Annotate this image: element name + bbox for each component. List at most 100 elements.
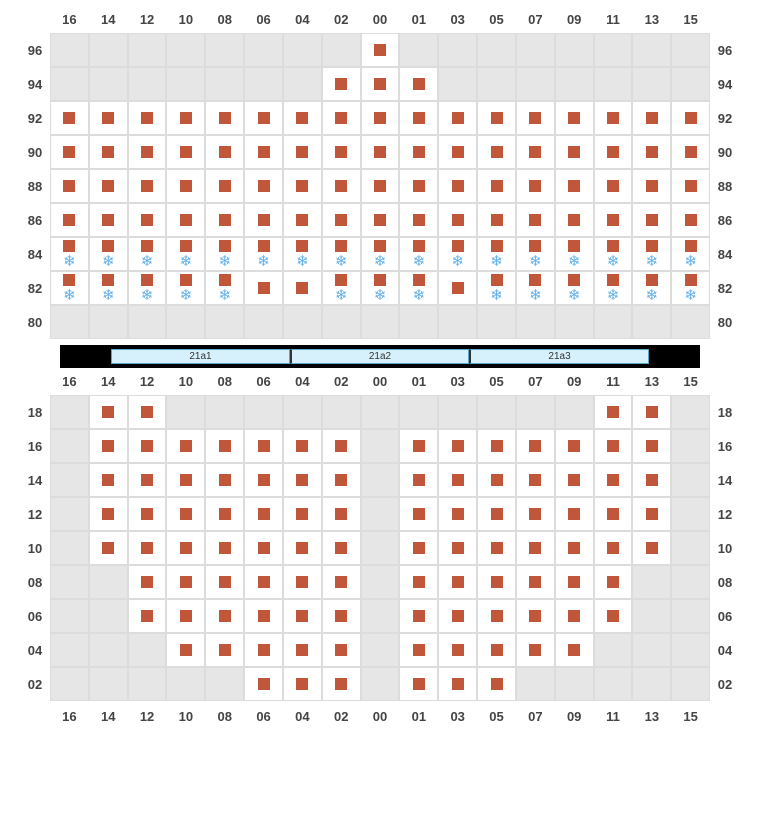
seat-cell[interactable]: ❄ (516, 237, 555, 271)
seat-cell[interactable] (283, 667, 322, 701)
seat-cell[interactable]: ❄ (399, 237, 438, 271)
seat-cell[interactable] (477, 429, 516, 463)
seat-cell[interactable] (516, 497, 555, 531)
seat-cell[interactable]: ❄ (50, 237, 89, 271)
seat-cell[interactable] (555, 599, 594, 633)
seat-cell[interactable] (244, 463, 283, 497)
seat-cell[interactable] (244, 633, 283, 667)
seat-cell[interactable] (244, 599, 283, 633)
seat-cell[interactable] (244, 169, 283, 203)
seat-cell[interactable] (477, 599, 516, 633)
seat-cell[interactable] (283, 101, 322, 135)
seat-cell[interactable] (399, 599, 438, 633)
seat-cell[interactable] (438, 135, 477, 169)
seat-cell[interactable] (438, 633, 477, 667)
seat-cell[interactable] (89, 169, 128, 203)
seat-cell[interactable] (244, 203, 283, 237)
seat-cell[interactable] (322, 633, 361, 667)
seat-cell[interactable] (128, 497, 167, 531)
seat-cell[interactable] (632, 395, 671, 429)
seat-cell[interactable] (477, 101, 516, 135)
seat-cell[interactable] (322, 565, 361, 599)
seat-cell[interactable]: ❄ (477, 237, 516, 271)
seat-cell[interactable] (555, 565, 594, 599)
seat-cell[interactable] (516, 599, 555, 633)
seat-cell[interactable] (438, 271, 477, 305)
seat-cell[interactable] (244, 101, 283, 135)
seat-cell[interactable] (128, 565, 167, 599)
seat-cell[interactable] (594, 169, 633, 203)
seat-cell[interactable] (632, 429, 671, 463)
seat-cell[interactable] (361, 101, 400, 135)
seat-cell[interactable] (244, 531, 283, 565)
seat-cell[interactable] (399, 135, 438, 169)
seat-cell[interactable] (50, 203, 89, 237)
seat-cell[interactable] (361, 33, 400, 67)
seat-cell[interactable] (399, 203, 438, 237)
seat-cell[interactable]: ❄ (166, 237, 205, 271)
seat-cell[interactable] (166, 565, 205, 599)
seat-cell[interactable] (594, 135, 633, 169)
seat-cell[interactable] (477, 203, 516, 237)
seat-cell[interactable] (283, 169, 322, 203)
seat-cell[interactable] (594, 429, 633, 463)
seat-cell[interactable] (477, 531, 516, 565)
seat-cell[interactable] (244, 497, 283, 531)
seat-cell[interactable] (205, 135, 244, 169)
seat-cell[interactable] (50, 169, 89, 203)
seat-cell[interactable] (128, 463, 167, 497)
seat-cell[interactable] (632, 463, 671, 497)
seat-cell[interactable] (89, 135, 128, 169)
seat-cell[interactable] (555, 169, 594, 203)
seat-cell[interactable]: ❄ (283, 237, 322, 271)
seat-cell[interactable] (555, 101, 594, 135)
seat-cell[interactable] (399, 101, 438, 135)
seat-cell[interactable] (205, 463, 244, 497)
seat-cell[interactable] (477, 135, 516, 169)
seat-cell[interactable] (89, 203, 128, 237)
seat-cell[interactable] (516, 463, 555, 497)
seat-cell[interactable] (399, 67, 438, 101)
seat-cell[interactable] (361, 67, 400, 101)
seat-cell[interactable]: ❄ (555, 237, 594, 271)
seat-cell[interactable] (594, 395, 633, 429)
seat-cell[interactable] (555, 463, 594, 497)
seat-cell[interactable] (166, 497, 205, 531)
seat-cell[interactable]: ❄ (322, 271, 361, 305)
seat-cell[interactable] (322, 463, 361, 497)
seat-cell[interactable] (205, 565, 244, 599)
seat-cell[interactable] (399, 497, 438, 531)
seat-cell[interactable] (516, 169, 555, 203)
seat-cell[interactable] (671, 135, 710, 169)
seat-cell[interactable]: ❄ (128, 271, 167, 305)
seat-cell[interactable] (205, 169, 244, 203)
seat-cell[interactable] (322, 531, 361, 565)
seat-cell[interactable] (516, 203, 555, 237)
seat-cell[interactable] (555, 203, 594, 237)
seat-cell[interactable] (322, 497, 361, 531)
seat-cell[interactable]: ❄ (205, 271, 244, 305)
seat-cell[interactable] (399, 633, 438, 667)
seat-cell[interactable] (322, 667, 361, 701)
seat-cell[interactable] (671, 203, 710, 237)
seat-cell[interactable] (516, 633, 555, 667)
seat-cell[interactable]: ❄ (594, 237, 633, 271)
seat-cell[interactable] (399, 565, 438, 599)
seat-cell[interactable] (399, 667, 438, 701)
seat-cell[interactable] (50, 101, 89, 135)
seat-cell[interactable] (477, 667, 516, 701)
seat-cell[interactable] (244, 271, 283, 305)
seat-cell[interactable] (128, 203, 167, 237)
seat-cell[interactable] (128, 395, 167, 429)
seat-cell[interactable]: ❄ (166, 271, 205, 305)
seat-cell[interactable] (283, 497, 322, 531)
seat-cell[interactable]: ❄ (555, 271, 594, 305)
seat-cell[interactable] (477, 633, 516, 667)
seat-cell[interactable] (205, 531, 244, 565)
seat-cell[interactable] (283, 565, 322, 599)
seat-cell[interactable] (166, 633, 205, 667)
seat-cell[interactable] (477, 497, 516, 531)
seat-cell[interactable]: ❄ (50, 271, 89, 305)
seat-cell[interactable] (438, 429, 477, 463)
seat-cell[interactable] (632, 169, 671, 203)
